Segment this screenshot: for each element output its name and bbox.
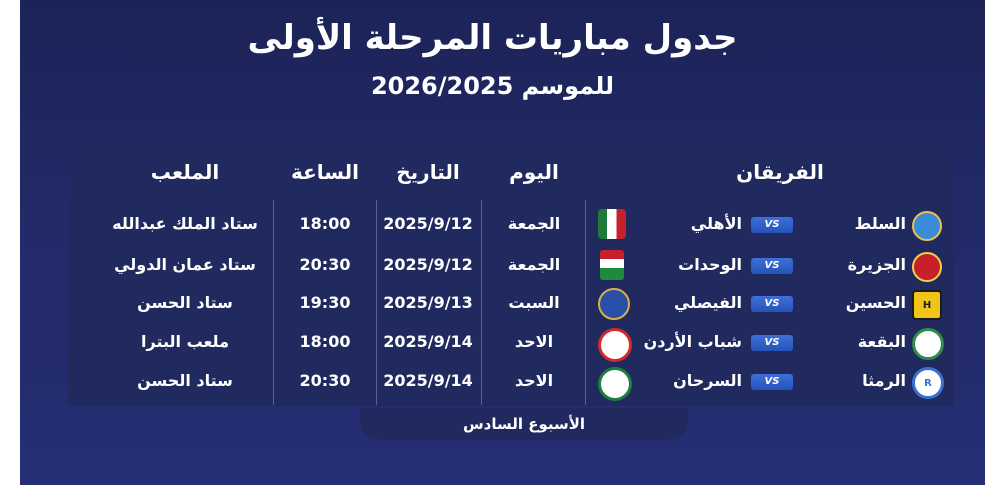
match-day: السبت	[508, 293, 560, 312]
header-date: التاريخ	[396, 160, 460, 184]
week-label: الأسبوع السادس	[360, 408, 688, 440]
header-time: الساعة	[290, 160, 360, 184]
team-logo-icon	[912, 211, 942, 241]
home-team: البقعة	[857, 332, 906, 351]
match-date: 2025/9/12	[383, 255, 473, 274]
away-team: الأهلي	[690, 214, 742, 233]
match-stadium: ملعب البترا	[141, 332, 229, 351]
match-time: 20:30	[299, 371, 351, 390]
vs-badge: VS	[751, 335, 793, 351]
team-logo-icon	[912, 328, 944, 360]
match-stadium: ستاد الملك عبدالله	[112, 214, 258, 233]
vs-badge: VS	[751, 258, 793, 274]
home-team: الرمثا	[862, 371, 906, 390]
team-logo-icon	[600, 250, 624, 280]
match-time: 18:00	[299, 332, 351, 351]
match-stadium: ستاد الحسن	[137, 371, 233, 390]
team-logo-icon	[598, 209, 626, 239]
match-time: 19:30	[299, 293, 351, 312]
vs-badge: VS	[751, 374, 793, 390]
team-logo-icon	[598, 328, 632, 362]
match-stadium: ستاد عمان الدولي	[114, 255, 256, 274]
page-subtitle: للموسم 2026/2025	[370, 72, 615, 100]
team-logo-icon: R	[912, 367, 944, 399]
away-team: شباب الأردن	[643, 332, 742, 351]
match-date: 2025/9/14	[383, 332, 473, 351]
team-logo-icon	[598, 367, 632, 401]
header-teams: الفريقان	[736, 160, 824, 184]
match-date: 2025/9/12	[383, 214, 473, 233]
match-day: الاحد	[514, 332, 554, 351]
team-logo-icon	[598, 288, 630, 320]
column-divider	[481, 200, 482, 405]
home-team: السلط	[854, 214, 906, 233]
away-team: الوحدات	[678, 255, 742, 274]
vs-badge: VS	[751, 217, 793, 233]
match-date: 2025/9/14	[383, 371, 473, 390]
match-day: الجمعة	[507, 255, 561, 274]
vs-badge: VS	[751, 296, 793, 312]
team-logo-icon	[912, 252, 942, 282]
header-stadium: الملعب	[150, 160, 220, 184]
page-title: جدول مباريات المرحلة الأولى	[247, 18, 738, 58]
match-time: 18:00	[299, 214, 351, 233]
schedule-table	[68, 148, 954, 406]
column-divider	[585, 200, 586, 405]
column-divider	[376, 200, 377, 405]
match-stadium: ستاد الحسن	[137, 293, 233, 312]
away-team: السرحان	[673, 371, 742, 390]
home-team: الحسين	[845, 293, 906, 312]
away-team: الفيصلي	[673, 293, 742, 312]
match-day: الاحد	[514, 371, 554, 390]
match-date: 2025/9/13	[383, 293, 473, 312]
home-team: الجزيرة	[847, 255, 906, 274]
match-time: 20:30	[299, 255, 351, 274]
header-day: اليوم	[509, 160, 559, 184]
match-day: الجمعة	[507, 214, 561, 233]
team-logo-icon: H	[912, 290, 942, 320]
column-divider	[273, 200, 274, 405]
